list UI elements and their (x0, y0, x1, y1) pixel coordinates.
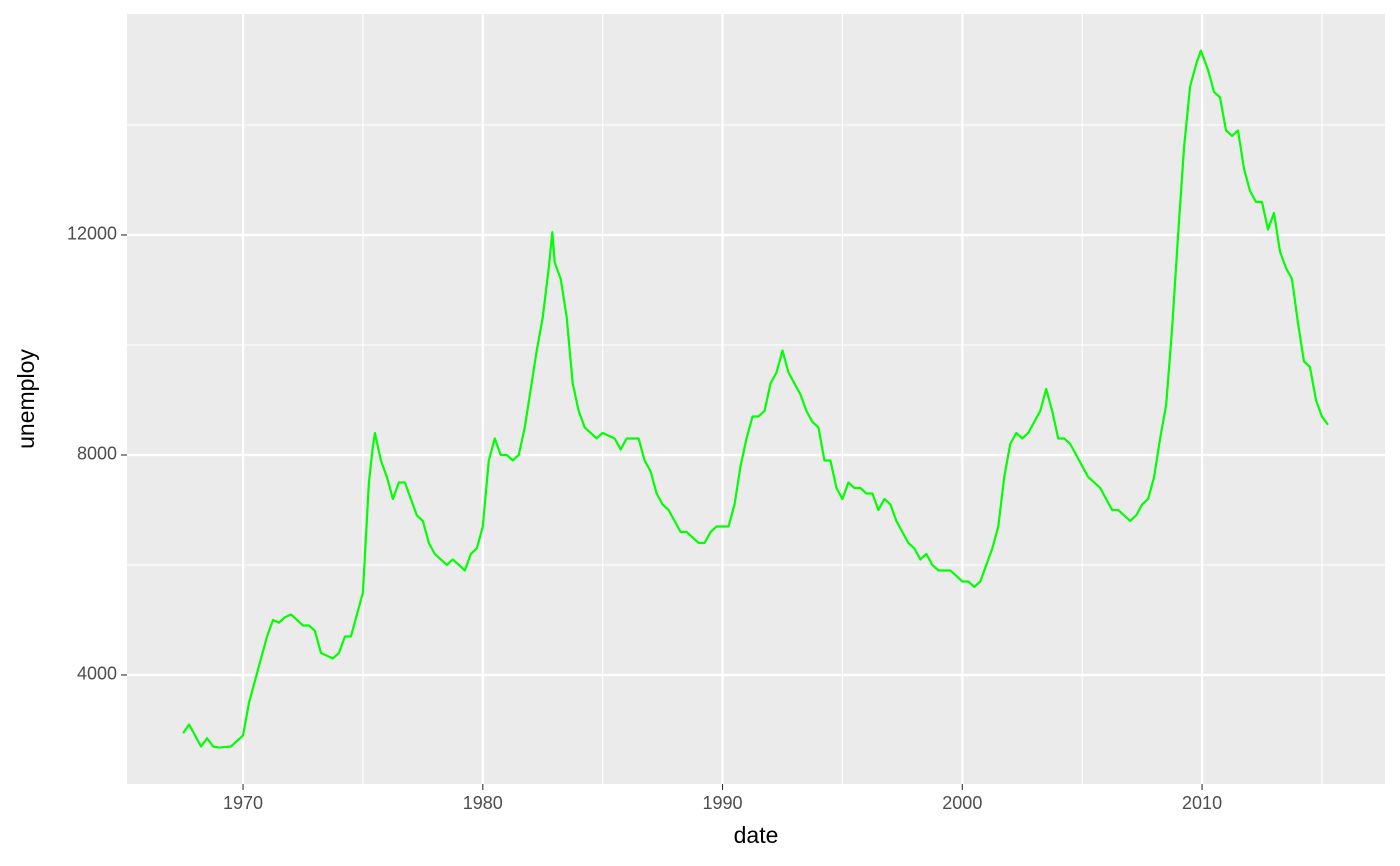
x-tick-label: 2010 (1182, 793, 1222, 813)
x-tick-label: 1980 (463, 793, 503, 813)
x-tick-label: 1970 (223, 793, 263, 813)
x-tick-label: 1990 (703, 793, 743, 813)
x-tick-label: 2000 (942, 793, 982, 813)
data-line (182, 49, 1329, 749)
x-axis-title: date (734, 822, 779, 848)
y-tick-label: 12000 (67, 224, 117, 244)
y-tick-label: 4000 (77, 664, 117, 684)
y-tick-label: 8000 (77, 444, 117, 464)
y-axis-title: unemploy (13, 349, 39, 449)
panel (127, 14, 1385, 784)
